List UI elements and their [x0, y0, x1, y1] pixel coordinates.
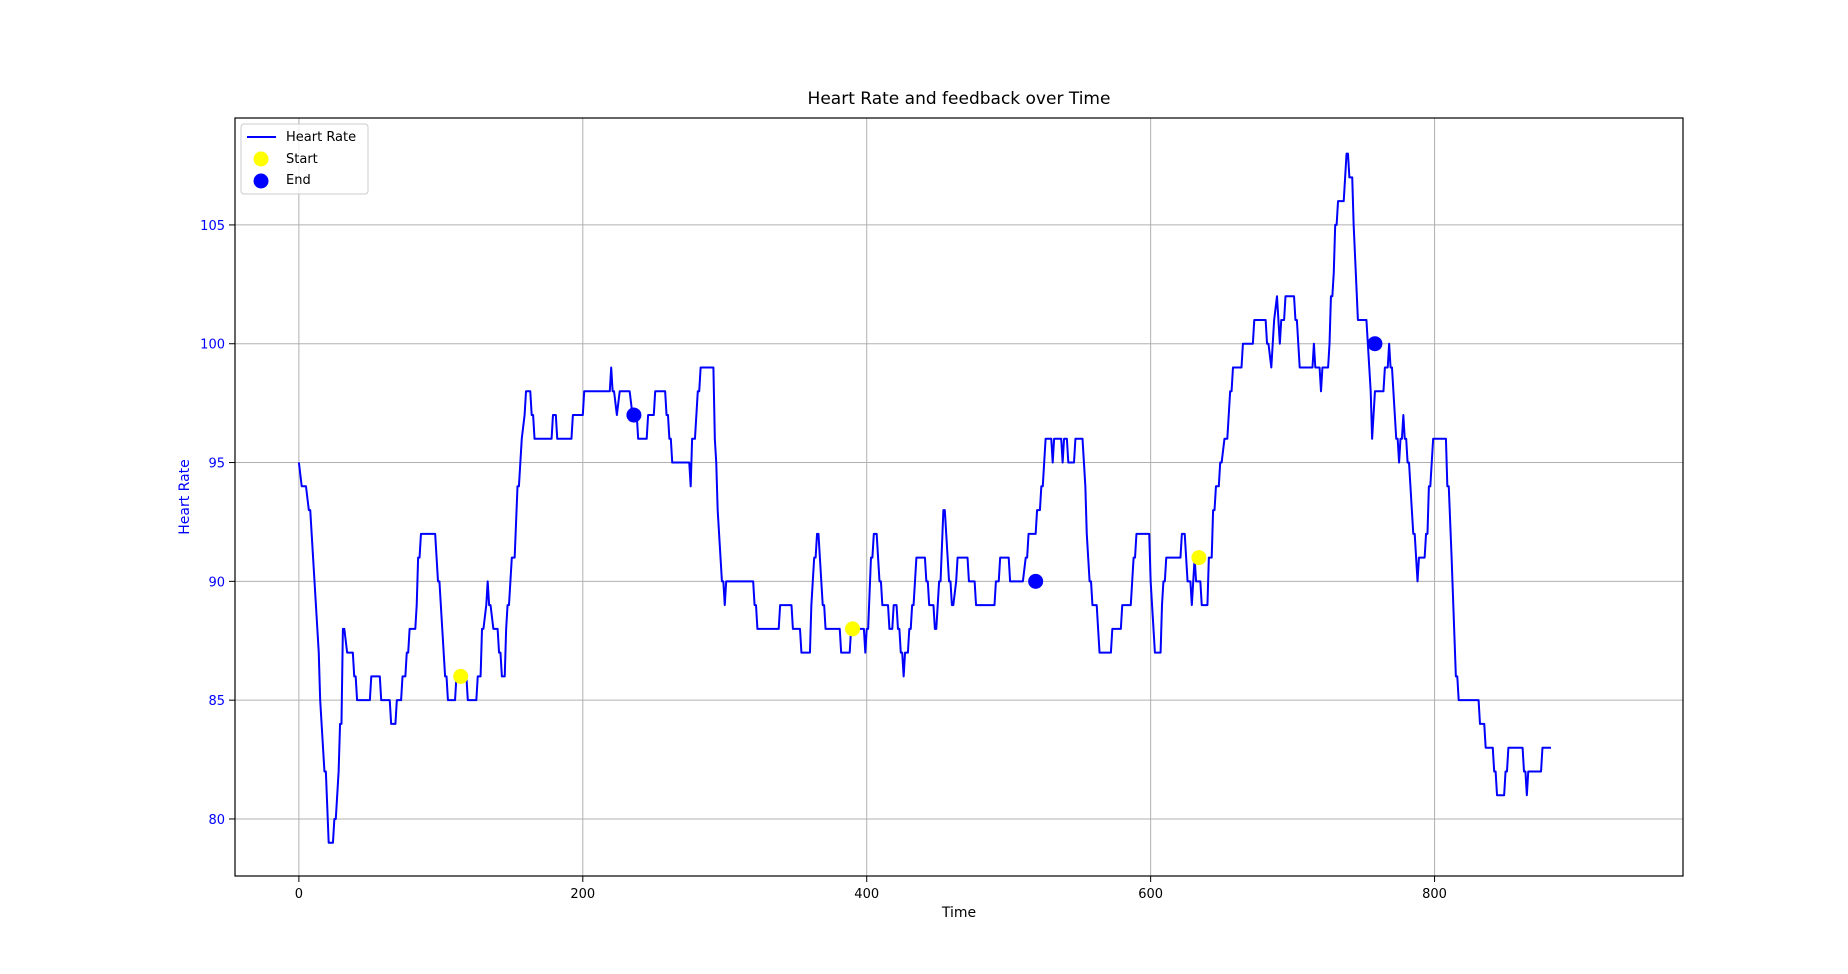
legend-end-swatch — [253, 173, 269, 189]
legend: Heart Rate Start End — [240, 123, 369, 195]
chart-title: Heart Rate and feedback over Time — [808, 89, 1111, 109]
start-marker — [453, 668, 469, 684]
x-axis-label: Time — [941, 905, 976, 921]
x-tick-label: 0 — [295, 887, 303, 902]
heart-rate-line-layer — [297, 152, 1551, 844]
x-axis-ticks: 0 200 400 600 800 — [295, 876, 1447, 902]
legend-start-label: Start — [286, 152, 318, 167]
end-marker — [1367, 336, 1383, 352]
legend-frame — [240, 123, 369, 195]
y-tick-label: 85 — [208, 694, 225, 709]
y-tick-label: 95 — [208, 457, 225, 472]
end-marker — [626, 407, 642, 423]
y-axis-label: Heart Rate — [177, 459, 193, 535]
legend-heart-rate-label: Heart Rate — [286, 130, 356, 145]
heart-rate-line — [297, 152, 1551, 844]
y-tick-label: 80 — [208, 813, 225, 828]
plot-area-frame — [234, 117, 1684, 877]
x-tick-label: 600 — [1138, 887, 1163, 902]
start-marker — [1191, 550, 1207, 566]
legend-end-label: End — [286, 173, 311, 188]
marker-layer — [453, 336, 1383, 684]
start-marker — [845, 621, 861, 637]
y-tick-label: 105 — [200, 219, 225, 234]
x-tick-label: 200 — [570, 887, 595, 902]
y-tick-label: 100 — [200, 338, 225, 353]
x-tick-label: 800 — [1422, 887, 1447, 902]
grid-lines — [235, 118, 1683, 876]
y-tick-label: 90 — [208, 575, 225, 590]
legend-start-swatch — [253, 151, 269, 167]
end-marker — [1028, 573, 1044, 589]
x-tick-label: 400 — [854, 887, 879, 902]
y-axis-ticks: 80 85 90 95 100 105 — [200, 219, 235, 828]
